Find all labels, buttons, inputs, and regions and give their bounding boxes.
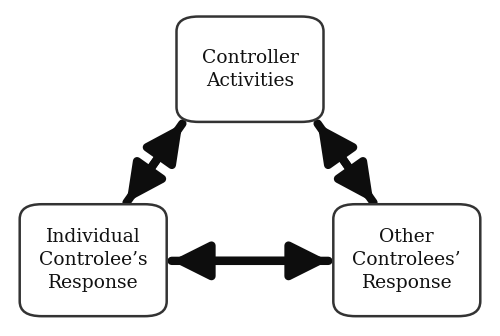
Text: Individual
Controlee’s
Response: Individual Controlee’s Response bbox=[39, 228, 148, 292]
FancyBboxPatch shape bbox=[176, 16, 324, 122]
FancyBboxPatch shape bbox=[20, 204, 167, 316]
Text: Other
Controlees’
Response: Other Controlees’ Response bbox=[352, 228, 461, 292]
Text: Controller
Activities: Controller Activities bbox=[202, 49, 298, 90]
FancyBboxPatch shape bbox=[334, 204, 480, 316]
